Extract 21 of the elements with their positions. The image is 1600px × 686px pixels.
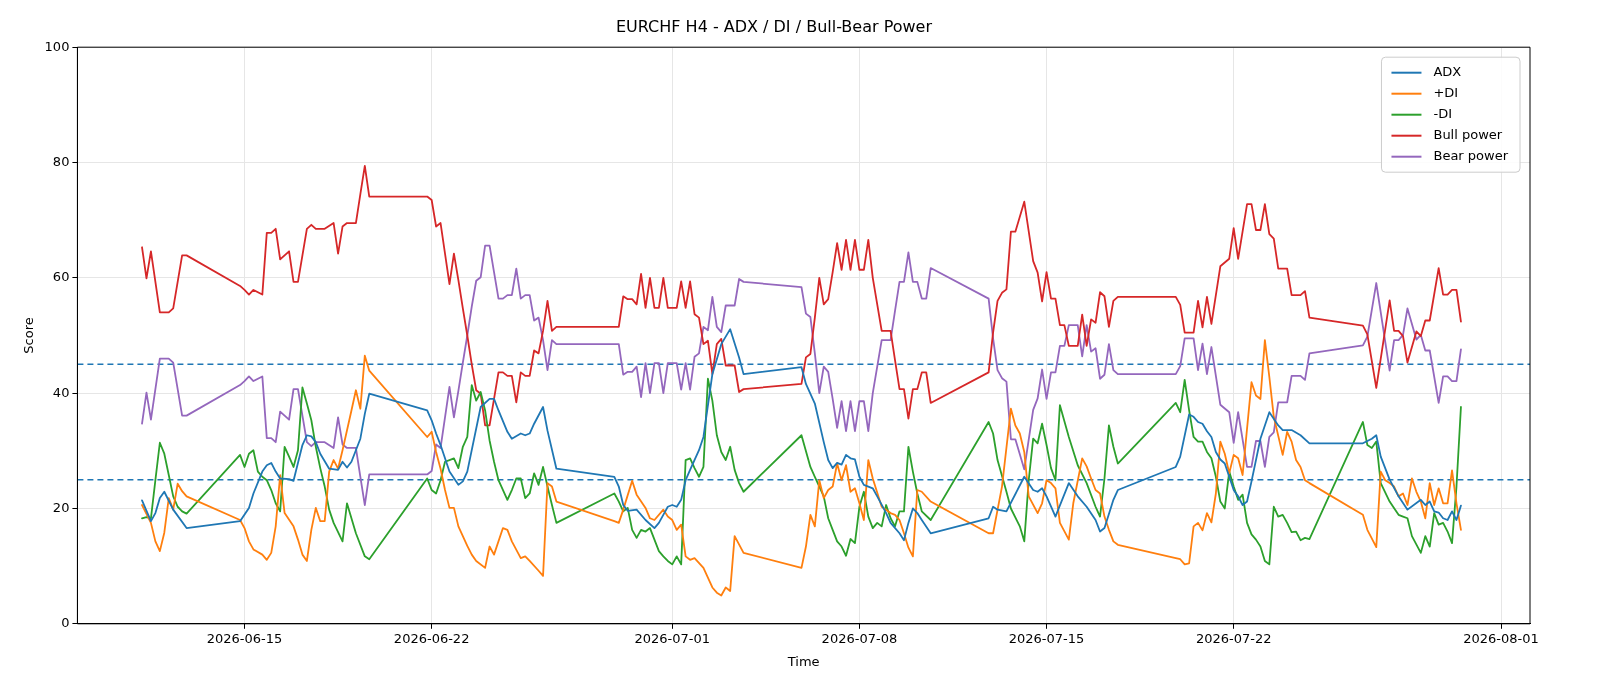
y-tick-label: 40 xyxy=(52,384,70,400)
x-tick-label: 2026-07-08 xyxy=(821,630,898,646)
x-tick-label: 2026-07-15 xyxy=(1008,630,1085,646)
x-tick-label: 2026-07-22 xyxy=(1195,630,1272,646)
y-axis-title: Score xyxy=(21,317,37,354)
x-tick-label: 2026-06-22 xyxy=(393,630,470,646)
y-tick-label: 0 xyxy=(61,615,70,631)
legend-label: +DI xyxy=(1433,85,1459,101)
x-tick-label: 2026-06-15 xyxy=(206,630,283,646)
legend-label: ADX xyxy=(1433,64,1462,80)
y-tick-label: 100 xyxy=(44,38,70,54)
y-tick-label: 80 xyxy=(52,153,70,169)
chart-title: EURCHF H4 - ADX / DI / Bull-Bear Power xyxy=(615,16,933,36)
x-tick-label: 2026-08-01 xyxy=(1463,630,1539,646)
x-tick-label: 2026-07-01 xyxy=(634,630,711,646)
legend-label: Bull power xyxy=(1433,127,1503,143)
legend-label: -DI xyxy=(1433,106,1453,122)
legend-label: Bear power xyxy=(1433,148,1509,164)
y-tick-label: 20 xyxy=(52,499,70,515)
y-tick-label: 60 xyxy=(52,269,70,285)
x-axis-title: Time xyxy=(786,653,820,669)
